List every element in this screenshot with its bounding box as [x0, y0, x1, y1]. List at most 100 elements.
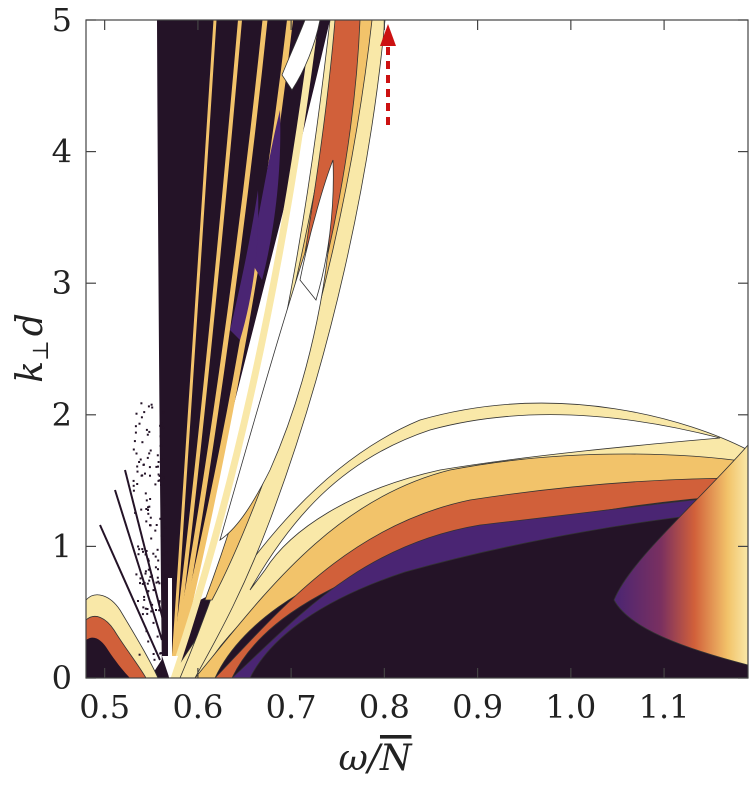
speckle	[163, 626, 166, 629]
speckle	[162, 575, 165, 577]
speckle	[150, 610, 153, 613]
x-tick-label: 1.1	[639, 688, 690, 726]
x-axis: 0.5 0.6 0.7 0.8 0.9 1.0 1.1	[79, 20, 690, 726]
speckle	[156, 454, 159, 457]
speckle	[160, 480, 162, 483]
x-tick-label: 0.6	[172, 688, 223, 726]
speckle	[147, 506, 149, 509]
speckle	[156, 635, 159, 638]
speckle	[132, 484, 135, 487]
speckle	[166, 589, 169, 592]
speckle	[158, 601, 161, 604]
speckle	[143, 595, 146, 598]
speckle	[164, 526, 167, 529]
speckle	[141, 613, 144, 616]
speckle	[147, 640, 150, 643]
white-finger-mid	[299, 159, 334, 301]
speckle	[152, 552, 155, 555]
speckle	[139, 458, 142, 461]
speckle	[141, 441, 144, 444]
speckle	[159, 652, 162, 655]
speckle	[157, 461, 160, 463]
speckle	[152, 621, 155, 624]
speckle	[149, 516, 152, 519]
speckle	[162, 426, 165, 429]
speckle	[136, 470, 139, 473]
y-axis-label: k⊥ d	[10, 313, 54, 383]
speckle	[158, 600, 161, 603]
speckle	[135, 452, 138, 455]
speckle	[147, 568, 150, 571]
speckle	[159, 517, 162, 520]
y-axis-label-main: k	[10, 361, 51, 383]
speckle	[144, 607, 147, 610]
speckle	[149, 474, 151, 477]
speckle	[151, 603, 154, 606]
speckle	[163, 562, 166, 565]
speckle	[152, 589, 155, 592]
speckle	[143, 411, 146, 414]
contour-field	[86, 20, 748, 678]
y-axis: 0 1 2 3 4 5	[52, 1, 748, 697]
speckle	[161, 513, 164, 516]
speckle	[148, 452, 151, 455]
speckle	[161, 539, 164, 542]
speckle	[156, 548, 159, 551]
speckle	[150, 574, 153, 577]
speckle	[155, 609, 157, 611]
speckle	[151, 608, 154, 611]
speckle	[157, 465, 159, 468]
speckle	[165, 638, 167, 641]
speckle	[148, 466, 151, 469]
speckle	[146, 612, 149, 615]
speckle	[144, 492, 147, 495]
speckle	[158, 474, 161, 477]
speckle	[146, 433, 149, 436]
speckle	[157, 473, 160, 476]
speckle	[155, 581, 158, 584]
speckle	[151, 406, 154, 409]
speckle	[138, 548, 141, 551]
left-diagonals	[99, 469, 164, 661]
speckle	[163, 503, 166, 506]
speckle	[148, 579, 151, 582]
speckle	[146, 608, 149, 610]
speckle	[164, 492, 167, 495]
speckle	[145, 550, 148, 552]
speckle	[147, 509, 149, 511]
right-corner-feature	[613, 444, 748, 666]
x-axis-label-main: ω/	[339, 738, 384, 779]
speckle	[132, 479, 135, 482]
speckle	[159, 424, 162, 427]
speckle	[140, 402, 143, 405]
x-tick-label: 0.8	[359, 688, 410, 726]
speckle	[147, 590, 150, 593]
speckle	[160, 636, 163, 639]
speckle	[154, 566, 157, 569]
white-pocket-lower	[249, 414, 721, 591]
speckle	[147, 559, 150, 562]
speckle	[154, 483, 157, 486]
speckle	[158, 609, 161, 612]
speckle	[138, 422, 141, 425]
speckle	[150, 403, 153, 406]
speckle	[134, 511, 137, 514]
y-tick-label: 1	[52, 527, 72, 565]
x-axis-label-bar: N	[379, 738, 413, 779]
y-tick-label: 2	[52, 396, 72, 434]
speckle	[134, 431, 137, 434]
speckle-noise	[132, 402, 171, 661]
speckle	[149, 498, 152, 500]
speckle	[144, 553, 147, 556]
speckle	[165, 551, 168, 554]
speckle	[145, 630, 148, 633]
y-tick-label: 4	[52, 133, 72, 171]
speckle	[138, 653, 141, 656]
speckle	[147, 558, 150, 561]
speckle	[132, 489, 135, 492]
speckle	[143, 581, 146, 584]
speckle	[160, 484, 162, 486]
x-tick-label: 0.7	[266, 688, 317, 726]
speckle	[133, 440, 136, 443]
